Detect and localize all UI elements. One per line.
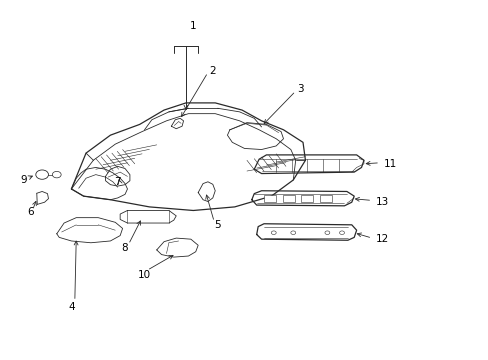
Text: 1: 1 bbox=[190, 21, 196, 31]
Bar bbox=[319, 195, 331, 202]
Polygon shape bbox=[251, 191, 353, 206]
Text: 5: 5 bbox=[214, 220, 221, 230]
Polygon shape bbox=[120, 211, 176, 223]
Text: 8: 8 bbox=[122, 243, 128, 253]
Polygon shape bbox=[256, 224, 356, 240]
Bar bbox=[282, 195, 294, 202]
Text: 7: 7 bbox=[114, 177, 121, 187]
Polygon shape bbox=[105, 166, 130, 186]
Text: 11: 11 bbox=[383, 159, 396, 169]
Text: 10: 10 bbox=[138, 270, 151, 280]
Text: 13: 13 bbox=[375, 197, 388, 207]
Polygon shape bbox=[71, 103, 305, 211]
Polygon shape bbox=[171, 118, 183, 129]
Polygon shape bbox=[57, 218, 122, 243]
Polygon shape bbox=[227, 123, 283, 149]
Circle shape bbox=[52, 171, 61, 178]
Text: 6: 6 bbox=[27, 207, 34, 217]
Bar bbox=[264, 195, 276, 202]
Text: 9: 9 bbox=[20, 175, 27, 185]
Text: 2: 2 bbox=[209, 66, 216, 76]
Polygon shape bbox=[157, 238, 198, 257]
Text: 12: 12 bbox=[375, 234, 388, 244]
Polygon shape bbox=[71, 167, 127, 200]
Text: 3: 3 bbox=[297, 84, 303, 94]
Bar bbox=[301, 195, 313, 202]
Circle shape bbox=[36, 170, 48, 179]
Polygon shape bbox=[254, 155, 363, 174]
Polygon shape bbox=[198, 182, 215, 202]
Text: 4: 4 bbox=[68, 302, 75, 312]
